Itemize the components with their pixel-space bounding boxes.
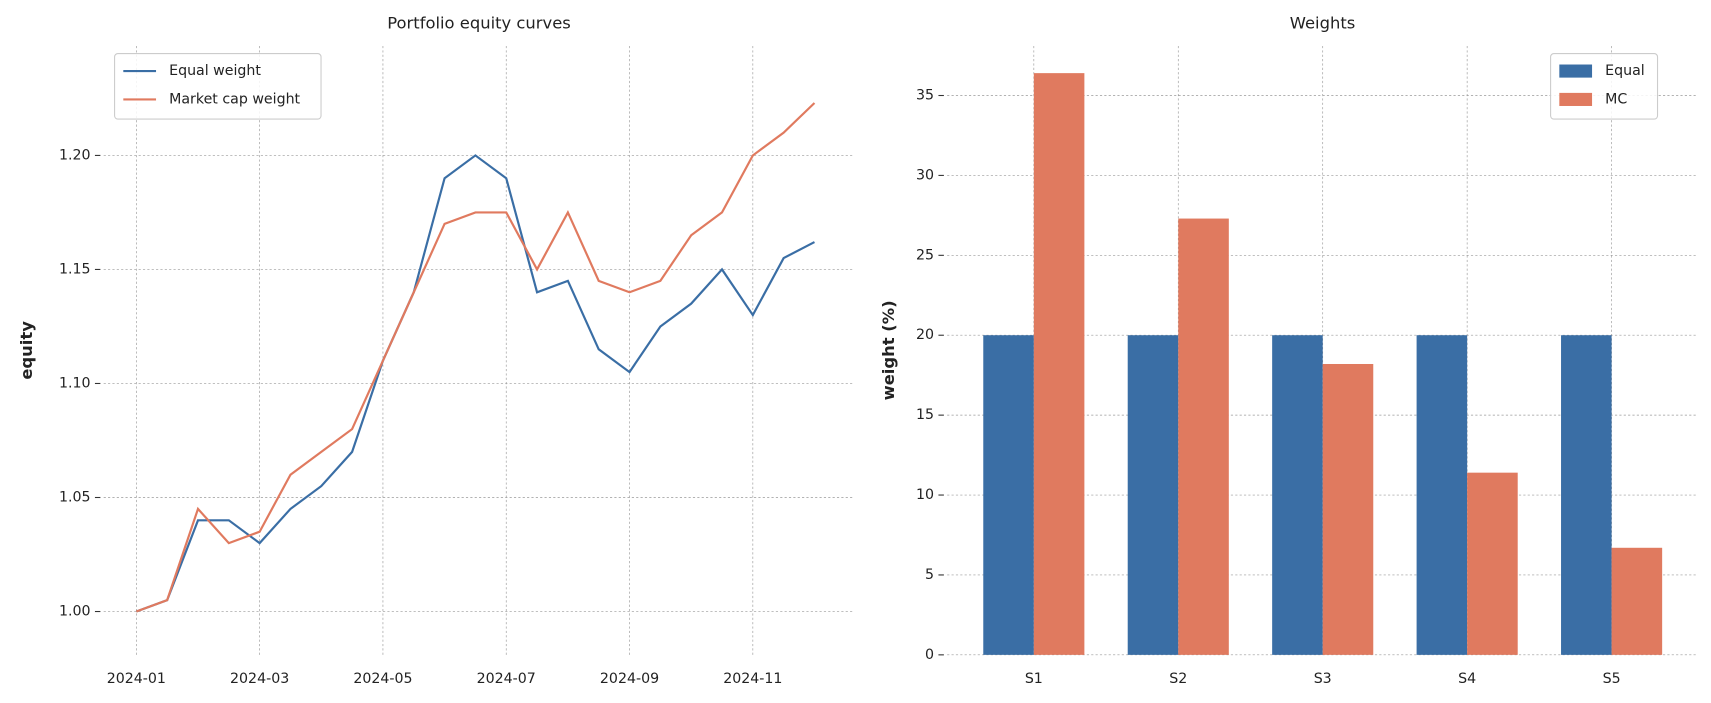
y-axis-label: weight (%): [879, 300, 898, 400]
y-tick-label: 5: [925, 567, 934, 583]
x-tick-label: S4: [1458, 671, 1476, 687]
legend-swatch: [1559, 64, 1593, 78]
y-tick-label: 10: [916, 487, 934, 503]
x-tick-label: S3: [1314, 671, 1332, 687]
y-axis-label: equity: [17, 321, 36, 380]
legend-label: Market cap weight: [169, 91, 300, 107]
x-tick-label: 2024-09: [600, 671, 659, 687]
bar: [1561, 335, 1612, 655]
bar: [983, 335, 1034, 655]
bar: [1178, 218, 1229, 655]
x-tick-label: 2024-11: [723, 671, 782, 687]
y-tick-label: 15: [916, 407, 934, 423]
legend-label: MC: [1605, 91, 1627, 107]
legend-swatch: [1559, 92, 1593, 106]
bar: [1611, 547, 1663, 655]
bar: [1033, 73, 1085, 655]
y-tick-label: 1.20: [59, 147, 91, 163]
y-tick-label: 1.10: [59, 375, 91, 391]
bar: [1127, 335, 1179, 655]
x-tick-label: S5: [1603, 671, 1621, 687]
y-tick-label: 35: [916, 88, 934, 104]
bar: [1272, 335, 1323, 655]
x-tick-label: 2024-05: [353, 671, 412, 687]
y-tick-label: 0: [925, 647, 934, 663]
legend-label: Equal weight: [169, 63, 261, 79]
y-tick-label: 30: [916, 167, 934, 183]
y-tick-label: 1.15: [59, 261, 91, 277]
x-tick-label: S2: [1169, 671, 1187, 687]
legend-label: Equal: [1605, 63, 1645, 79]
bar: [1416, 335, 1468, 655]
x-tick-label: 2024-07: [477, 671, 536, 687]
y-tick-label: 20: [916, 327, 934, 343]
x-tick-label: 2024-03: [230, 671, 289, 687]
chart-title: Portfolio equity curves: [387, 14, 571, 33]
bar: [1322, 363, 1374, 655]
y-tick-label: 1.05: [59, 489, 91, 505]
y-tick-label: 25: [916, 247, 934, 263]
chart-title: Weights: [1290, 14, 1356, 33]
x-tick-label: 2024-01: [107, 671, 166, 687]
legend-box: [114, 53, 322, 120]
bar: [1467, 472, 1518, 655]
line-series: [135, 102, 816, 613]
x-tick-label: S1: [1025, 671, 1043, 687]
y-tick-label: 1.00: [59, 604, 91, 620]
